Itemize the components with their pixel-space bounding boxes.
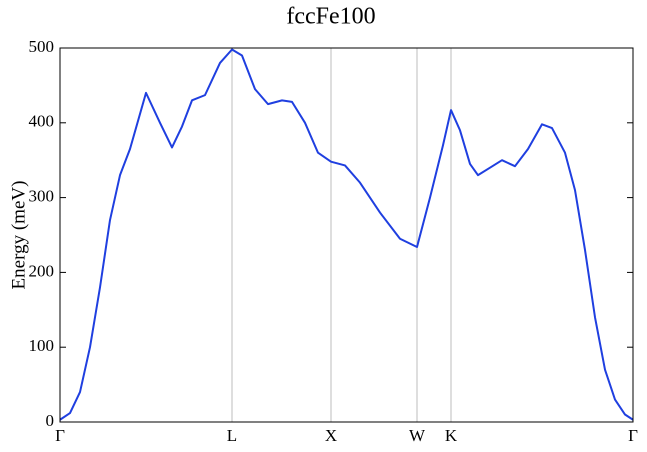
plot-frame [59,47,634,423]
data-line [59,48,634,421]
y-axis-label: Energy (meV) [8,181,29,290]
chart-title: fccFe100 [286,4,375,30]
x-tick-label: Γ [628,426,638,445]
x-tick-label: W [409,426,426,445]
y-tick-label: 300 [29,187,55,206]
y-tick-label: 100 [29,336,55,355]
x-tick-label: K [445,426,458,445]
y-tick-label: 500 [29,37,55,56]
x-tick-label: L [227,426,237,445]
y-tick-label: 0 [46,411,55,430]
y-tick-label: 200 [29,261,55,280]
x-tick-label: Γ [55,426,65,445]
y-tick-label: 400 [29,112,55,131]
x-tick-label: X [325,426,337,445]
